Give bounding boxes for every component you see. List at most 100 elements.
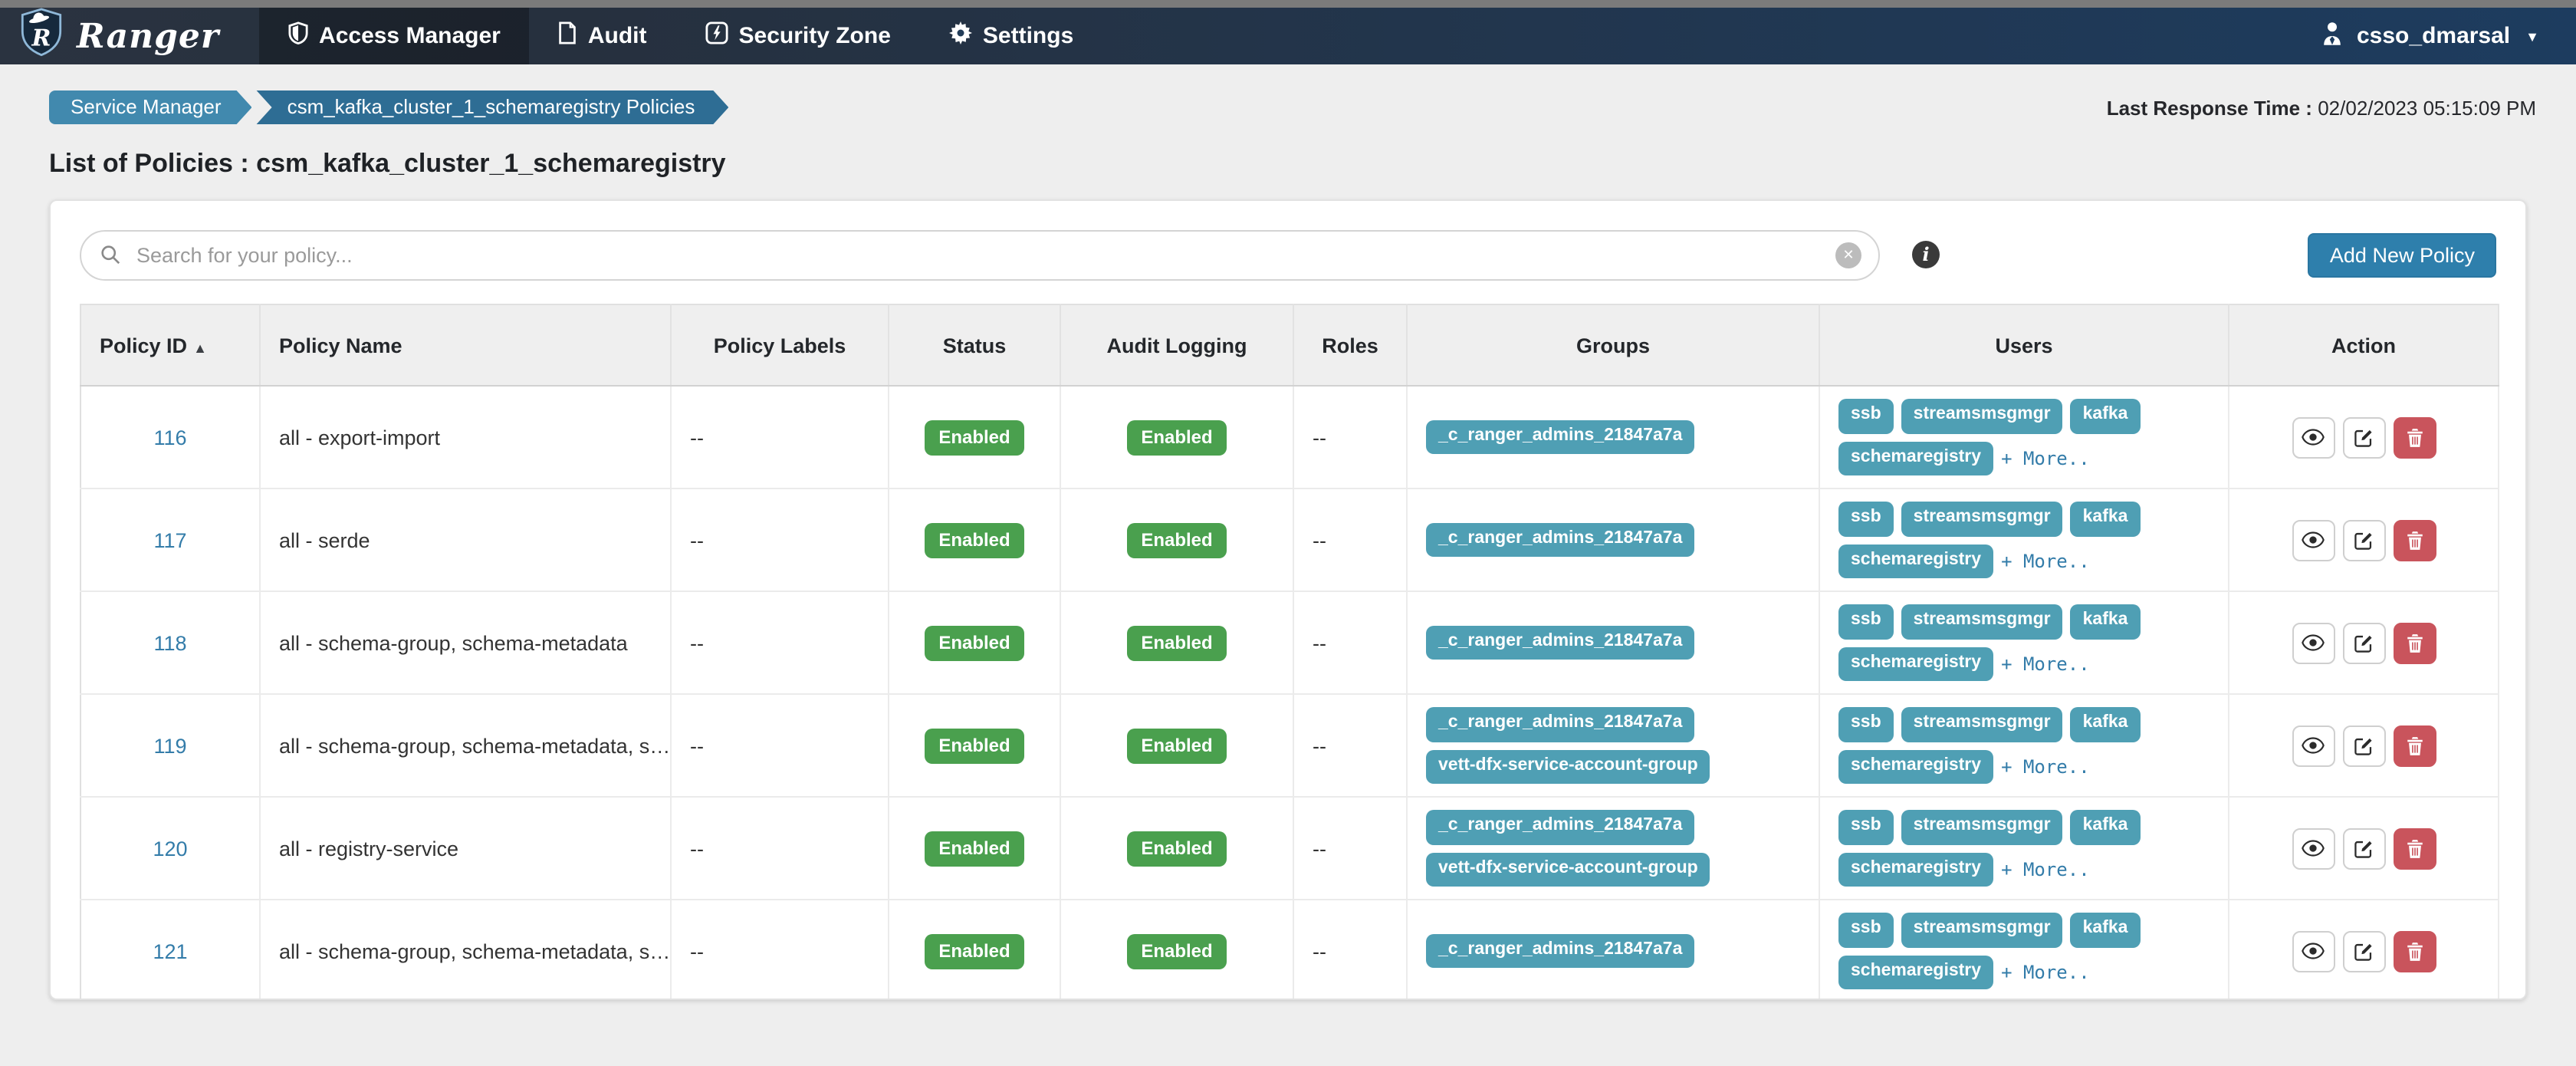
policy-labels-cell: --: [671, 591, 889, 694]
more-users-link[interactable]: + More..: [2001, 653, 2090, 675]
policy-id-link[interactable]: 117: [153, 528, 186, 551]
nav-audit[interactable]: Audit: [530, 8, 676, 64]
status-badge: Enabled: [925, 522, 1024, 558]
breadcrumb-service-manager[interactable]: Service Manager: [49, 90, 252, 124]
nav-item-label: Audit: [588, 23, 647, 49]
policy-id-link[interactable]: 119: [153, 734, 186, 757]
top-navbar: R Ranger Access Manager: [0, 8, 2576, 64]
status-cell: Enabled: [889, 694, 1060, 797]
delete-policy-button[interactable]: [2393, 622, 2436, 663]
policy-name-cell: all - schema-group, schema-metadata, s…: [260, 694, 671, 797]
col-groups[interactable]: Groups: [1407, 304, 1819, 386]
col-policy-labels[interactable]: Policy Labels: [671, 304, 889, 386]
view-policy-button[interactable]: [2292, 622, 2334, 663]
policy-name-cell: all - export-import: [260, 386, 671, 489]
user-badge: ssb: [1838, 604, 1894, 639]
policy-name: all - schema-group, schema-metadata, s…: [279, 734, 670, 757]
user-badge: ssb: [1838, 913, 1894, 947]
table-row: 121all - schema-group, schema-metadata, …: [80, 900, 2499, 1000]
view-policy-button[interactable]: [2292, 416, 2334, 458]
action-buttons: [2229, 622, 2498, 663]
policy-id-cell: 117: [80, 489, 260, 591]
view-policy-button[interactable]: [2292, 827, 2334, 869]
breadcrumb-policies[interactable]: csm_kafka_cluster_1_schemaregistry Polic…: [257, 90, 729, 124]
nav-item-label: Settings: [983, 23, 1073, 49]
col-audit-logging[interactable]: Audit Logging: [1060, 304, 1293, 386]
more-users-link[interactable]: + More..: [2001, 448, 2090, 469]
more-users-link[interactable]: + More..: [2001, 859, 2090, 880]
audit-logging-cell: Enabled: [1060, 489, 1293, 591]
ranger-logo[interactable]: R Ranger: [0, 8, 259, 64]
action-buttons: [2229, 416, 2498, 458]
delete-policy-button[interactable]: [2393, 519, 2436, 561]
delete-policy-button[interactable]: [2393, 416, 2436, 458]
audit-badge: Enabled: [1127, 831, 1226, 866]
user-badge: ssb: [1838, 707, 1894, 742]
audit-badge: Enabled: [1127, 625, 1226, 660]
col-users[interactable]: Users: [1819, 304, 2229, 386]
info-icon[interactable]: i: [1912, 241, 1940, 268]
edit-policy-button[interactable]: [2342, 622, 2385, 663]
user-tie-icon: [2320, 21, 2344, 51]
action-cell-td: [2229, 797, 2499, 900]
add-new-policy-button[interactable]: Add New Policy: [2308, 233, 2496, 278]
trash-icon: [2405, 427, 2423, 447]
nav-item-label: Access Manager: [319, 23, 501, 49]
policy-id-link[interactable]: 121: [153, 939, 187, 962]
col-roles[interactable]: Roles: [1293, 304, 1407, 386]
groups-cell: _c_ranger_admins_21847a7a: [1407, 900, 1819, 1000]
view-policy-button[interactable]: [2292, 725, 2334, 766]
nav-settings[interactable]: Settings: [920, 8, 1102, 64]
col-action[interactable]: Action: [2229, 304, 2499, 386]
policy-id-link[interactable]: 120: [153, 837, 187, 860]
more-users-link[interactable]: + More..: [2001, 551, 2090, 572]
search-input[interactable]: [80, 230, 1880, 281]
col-policy-id[interactable]: Policy ID▲: [80, 304, 260, 386]
trash-icon: [2405, 838, 2423, 858]
groups-cell: _c_ranger_admins_21847a7a: [1407, 591, 1819, 694]
view-policy-button[interactable]: [2292, 519, 2334, 561]
user-badge: streamsmsgmgr: [1901, 707, 2063, 742]
edit-policy-button[interactable]: [2342, 827, 2385, 869]
toolbar: ✕ i Add New Policy: [80, 230, 2496, 281]
user-badge: kafka: [2071, 707, 2141, 742]
user-menu[interactable]: csso_dmarsal ▼: [2283, 8, 2576, 64]
audit-logging-cell: Enabled: [1060, 694, 1293, 797]
last-response-label: Last Response Time :: [2107, 96, 2312, 119]
more-users-link[interactable]: + More..: [2001, 756, 2090, 778]
col-status[interactable]: Status: [889, 304, 1060, 386]
policy-id-cell: 118: [80, 591, 260, 694]
edit-policy-button[interactable]: [2342, 519, 2385, 561]
edit-policy-button[interactable]: [2342, 930, 2385, 972]
users-cell: ssbstreamsmsgmgrkafkaschemaregistry+ Mor…: [1819, 591, 2229, 694]
edit-policy-button[interactable]: [2342, 725, 2385, 766]
policy-id-link[interactable]: 118: [153, 631, 186, 654]
nav-access-manager[interactable]: Access Manager: [259, 8, 530, 64]
delete-policy-button[interactable]: [2393, 827, 2436, 869]
edit-icon: [2354, 530, 2374, 550]
roles-cell: --: [1293, 900, 1407, 1000]
policy-labels-cell: --: [671, 797, 889, 900]
nav-security-zone[interactable]: Security Zone: [676, 8, 920, 64]
edit-icon: [2354, 427, 2374, 447]
trash-icon: [2405, 735, 2423, 755]
col-policy-name[interactable]: Policy Name: [260, 304, 671, 386]
policy-id-link[interactable]: 116: [153, 426, 186, 449]
bolt-icon: [705, 21, 728, 51]
action-buttons: [2229, 930, 2498, 972]
action-cell-td: [2229, 386, 2499, 489]
clear-search-icon[interactable]: ✕: [1835, 242, 1861, 268]
status-cell: Enabled: [889, 900, 1060, 1000]
status-badge: Enabled: [925, 625, 1024, 660]
delete-policy-button[interactable]: [2393, 930, 2436, 972]
trash-icon: [2405, 633, 2423, 653]
search-bar: ✕: [80, 230, 1880, 281]
roles-cell: --: [1293, 797, 1407, 900]
view-policy-button[interactable]: [2292, 930, 2334, 972]
shield-icon: [288, 21, 308, 51]
more-users-link[interactable]: + More..: [2001, 962, 2090, 983]
delete-policy-button[interactable]: [2393, 725, 2436, 766]
edit-policy-button[interactable]: [2342, 416, 2385, 458]
policy-name-cell: all - schema-group, schema-metadata: [260, 591, 671, 694]
table-row: 120all - registry-service--EnabledEnable…: [80, 797, 2499, 900]
